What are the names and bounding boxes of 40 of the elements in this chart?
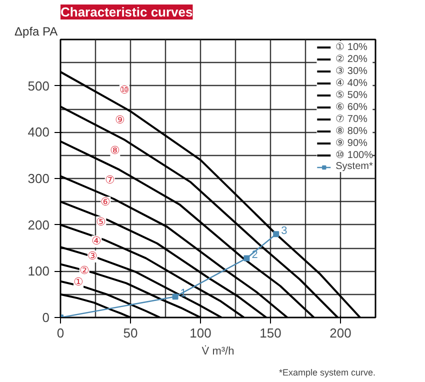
legend-label: ⑦ 70% xyxy=(336,113,368,125)
legend-label: ④ 40% xyxy=(336,77,368,89)
legend-label: ⑥ 60% xyxy=(336,101,368,113)
legend-label: System* xyxy=(336,161,373,172)
y-tick-label: 400 xyxy=(28,124,50,140)
y-tick-label: 100 xyxy=(28,264,50,279)
annotation: ⑩ xyxy=(119,84,130,97)
annotation: ④ xyxy=(92,236,102,248)
y-axis-title: Δpfa PA xyxy=(14,24,58,38)
annotation: ① xyxy=(74,276,84,288)
annotation: ② xyxy=(79,265,90,278)
x-axis-title: V̇ m³/h xyxy=(202,344,234,358)
legend-label: ⑩ 100% xyxy=(336,149,373,161)
x-tick-label: 150 xyxy=(260,326,282,340)
point xyxy=(172,294,178,300)
legend-label: ⑧ 80% xyxy=(336,125,368,137)
legend-label: ② 20% xyxy=(336,53,368,65)
y-tick-label: 300 xyxy=(28,171,50,186)
annotation: ③ xyxy=(88,250,98,262)
annotation: 3 xyxy=(281,225,288,238)
legend-label: ⑨ 90% xyxy=(336,137,368,149)
text: *Example system curve. xyxy=(278,368,376,378)
legend-label: ③ 30% xyxy=(336,65,368,77)
legend-label: ① 10% xyxy=(336,41,368,53)
annotation: ⑤ xyxy=(96,216,106,228)
y-tick-label: 200 xyxy=(28,217,50,232)
x-tick-label: 200 xyxy=(330,326,352,340)
legend-label: ⑤ 50% xyxy=(336,89,368,101)
chart-title: Characteristic curves xyxy=(60,4,193,20)
x-tick-label: 0 xyxy=(56,326,64,340)
point xyxy=(244,255,250,262)
annotation: ⑨ xyxy=(114,114,125,126)
point xyxy=(273,231,280,238)
x-tick-label: 50 xyxy=(123,326,138,340)
annotation: ⑦ xyxy=(104,174,115,187)
x-tick-label: 100 xyxy=(190,326,212,340)
annotation: ⑥ xyxy=(100,196,111,209)
y-tick-label: 0 xyxy=(42,310,50,325)
annotation: ⑧ xyxy=(110,144,120,157)
y-tick-label: 500 xyxy=(28,78,50,94)
